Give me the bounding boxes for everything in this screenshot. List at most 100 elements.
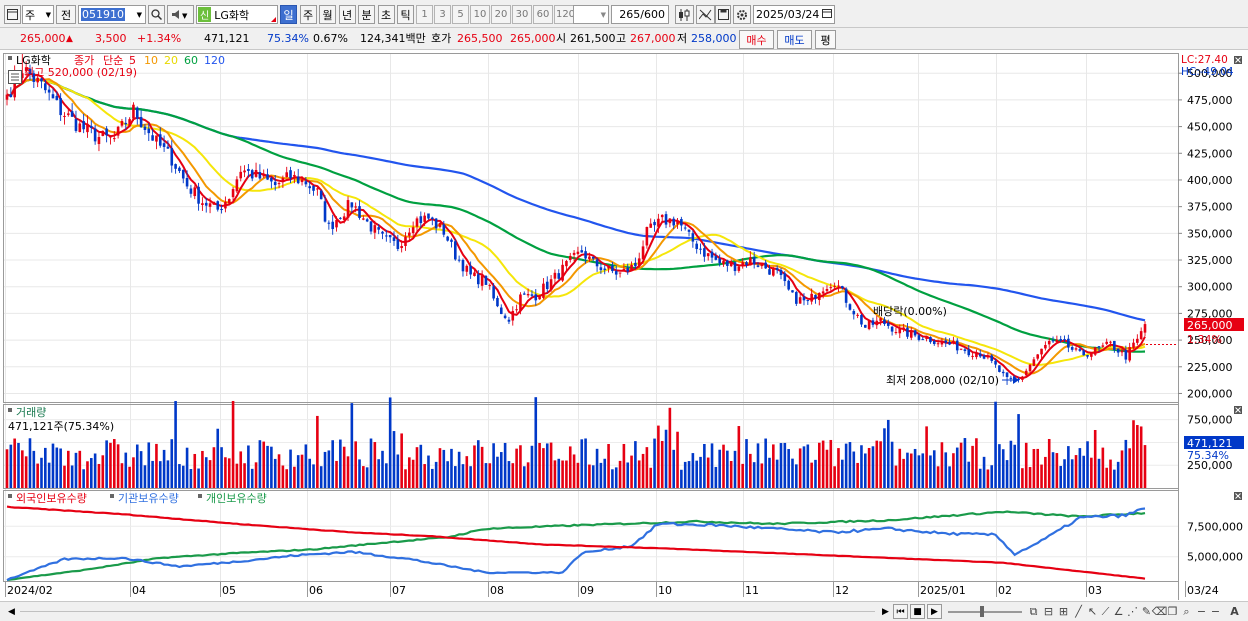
price-tick-label-11: 225,000 [1187,361,1233,374]
holding-bullet-icon [198,494,202,498]
copy-icon[interactable]: ❐ [1167,605,1178,618]
fib-icon[interactable]: ⟋ [1101,604,1110,618]
volume-bar [710,443,714,488]
candle-body [1001,371,1005,374]
volume-bar [178,464,181,488]
interval-button-5[interactable]: 5 [452,5,469,24]
volume-bar [1013,444,1017,488]
market-select[interactable]: 주 ▼ [22,5,54,24]
period-tab-6[interactable]: 틱 [397,5,414,24]
table-icon[interactable]: ⊞ [1058,605,1069,618]
trend-icon[interactable]: ∠ [1113,605,1124,618]
volume-bar [1067,446,1070,488]
candle-body [998,365,1001,372]
count-total: /600 [640,8,665,21]
change-value: 3,500 [95,32,127,45]
candle-body [120,121,124,126]
scroll-left-icon[interactable]: ◀ [8,606,15,617]
ma5-line [6,72,1146,380]
price-axis: 500,000 475,000 450,000 425,000 400,000 375,0… [1178,67,1243,564]
candle-body [852,311,856,315]
eval-button[interactable]: 평 [815,30,836,49]
candle-body [818,292,821,300]
interval-select[interactable]: ▼ [573,5,609,24]
interval-button-1[interactable]: 1 [416,5,433,24]
date-input[interactable]: 2025/03/24 [753,5,835,24]
volume-bar [576,462,580,488]
stock-name-field[interactable]: 신 LG화학 [196,5,278,24]
volume-bar [890,441,894,488]
period-tab-4[interactable]: 분 [358,5,375,24]
cursor-icon[interactable]: ↖ [1087,605,1098,618]
window-icon[interactable] [4,5,21,24]
sell-button[interactable]: 매도 [777,30,812,49]
erase-icon[interactable]: ⌫ [1151,605,1168,618]
prev-button[interactable]: 전 [56,5,76,24]
volume-bar [170,439,174,488]
interval-button-30[interactable]: 30 [512,5,532,24]
search-icon[interactable] [148,5,165,24]
split-icon[interactable]: ⊟ [1043,605,1054,618]
close-icon[interactable] [1234,406,1242,414]
date-tick-label-12: 03 [1088,584,1102,597]
legend-ma20: 20 [164,54,178,67]
candle-body [93,128,97,142]
interval-button-20[interactable]: 20 [491,5,511,24]
minus-icon[interactable]: − [1196,605,1207,618]
volume-bar [1120,450,1124,488]
crosshair-toggle-icon[interactable] [8,70,22,84]
speaker-icon[interactable]: ▼ [167,5,194,24]
zoom-slider[interactable] [948,606,1022,617]
interval-button-3[interactable]: 3 [434,5,451,24]
candle-body [281,178,285,182]
layout-icon[interactable]: ⧉ [1029,604,1038,618]
close-icon[interactable] [1234,492,1242,500]
period-tab-2[interactable]: 월 [319,5,336,24]
candle-body [289,170,292,179]
line-tool-icon[interactable]: ╱ [1075,605,1082,618]
candle-body [193,187,197,197]
volume-bar [296,455,300,488]
gear-icon[interactable] [733,5,751,24]
buy-button[interactable]: 매수 [739,30,774,49]
stock-chart[interactable]: 500,000 475,000 450,000 425,000 400,000 375,0… [0,50,1248,601]
volume-bar [687,461,691,488]
interval-button-60[interactable]: 60 [533,5,553,24]
volume-bar [572,454,576,488]
volume-bar [216,428,220,488]
candle-body [1078,349,1082,351]
zoom-icon[interactable]: ⌕ [1183,604,1190,618]
zoom-slider-handle[interactable] [980,606,984,617]
close-icon[interactable] [1234,56,1242,64]
period-tab-1[interactable]: 주 [299,5,317,24]
text-tool-icon[interactable]: A [1230,605,1239,618]
candle-type-icon[interactable] [675,5,694,24]
candle-body [392,237,396,241]
stop-icon[interactable]: ■ [910,604,925,619]
save-icon[interactable] [715,5,731,24]
scroll-right-icon[interactable]: ▶ [882,606,889,617]
play-icon[interactable]: ▶ [927,604,942,619]
minus-icon[interactable]: − [1210,605,1221,618]
code-input[interactable]: 051910 ▼ [78,5,146,24]
period-tab-0[interactable]: 일 [280,5,297,24]
interval-button-10[interactable]: 10 [470,5,490,24]
date-tick-label-2: 05 [222,584,236,597]
candle-body [906,327,909,337]
volume-bar [411,459,415,488]
period-tab-3[interactable]: 년 [338,5,356,24]
candle-body [599,267,603,271]
candle-body [695,243,698,250]
rewind-icon[interactable]: ⏮ [893,604,908,619]
candle-body [526,293,530,296]
indicator-icon[interactable] [696,5,715,24]
high-price: 267,000 [630,32,676,45]
channel-icon[interactable]: ⋰ [1127,605,1138,618]
volume-bar [247,445,250,488]
pen-icon[interactable]: ✎ [1141,605,1152,618]
count-input[interactable]: 265/600 [611,5,669,24]
volume-bar [1059,465,1063,488]
scroll-track[interactable] [20,611,875,612]
period-tab-5[interactable]: 초 [377,5,395,24]
candle-body [438,222,442,227]
